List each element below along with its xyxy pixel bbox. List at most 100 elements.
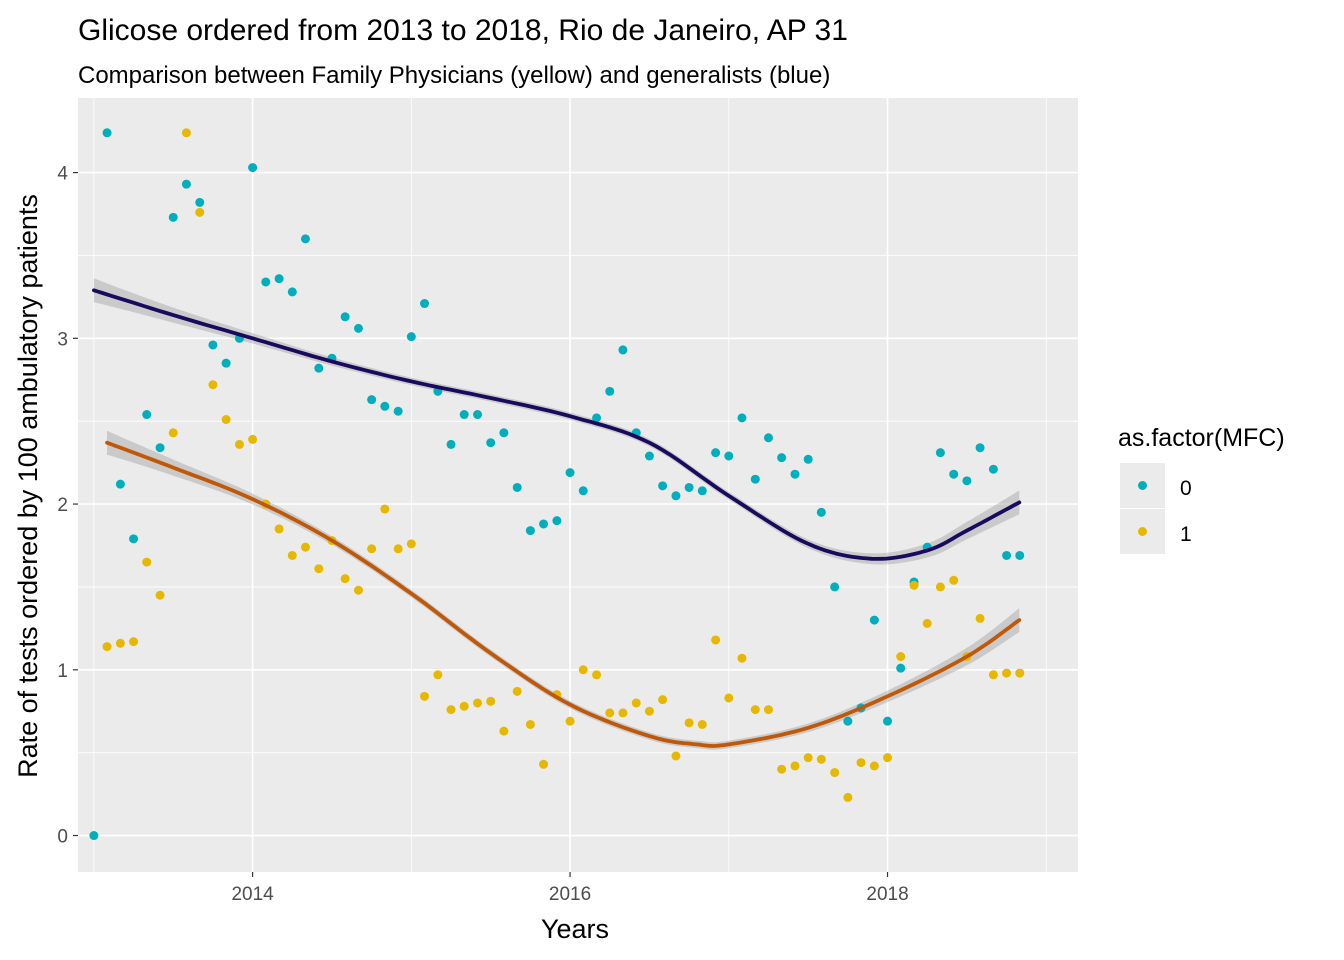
chart-subtitle: Comparison between Family Physicians (ye… <box>78 62 830 89</box>
data-point <box>1015 550 1025 560</box>
data-point <box>393 406 403 416</box>
data-point <box>565 716 575 726</box>
y-tick-label: 0 <box>57 827 68 848</box>
data-point <box>168 212 178 222</box>
data-point <box>129 637 139 647</box>
y-tick-label: 2 <box>57 495 68 516</box>
data-point <box>962 476 972 486</box>
data-point <box>433 670 443 680</box>
data-point <box>883 716 893 726</box>
data-point <box>181 179 191 189</box>
data-point <box>975 613 985 623</box>
data-point <box>525 526 535 536</box>
data-point <box>644 451 654 461</box>
data-point <box>988 464 998 474</box>
data-point <box>499 428 509 438</box>
data-point <box>724 693 734 703</box>
data-point <box>592 670 602 680</box>
data-point <box>1015 668 1025 678</box>
data-point <box>724 451 734 461</box>
legend: as.factor(MFC) 0 1 <box>1118 424 1285 554</box>
data-point <box>856 758 866 768</box>
data-point <box>896 663 906 673</box>
data-point <box>420 299 430 309</box>
data-point <box>539 759 549 769</box>
data-point <box>102 642 112 652</box>
data-point <box>883 753 893 763</box>
data-point <box>512 482 522 492</box>
legend-swatch-0 <box>1138 481 1147 490</box>
data-point <box>353 585 363 595</box>
data-point <box>790 761 800 771</box>
legend-title: as.factor(MFC) <box>1118 424 1285 452</box>
data-point <box>367 544 377 554</box>
data-point <box>684 482 694 492</box>
data-point <box>129 534 139 544</box>
data-point <box>644 706 654 716</box>
data-point <box>300 542 310 552</box>
data-point <box>168 428 178 438</box>
data-point <box>816 754 826 764</box>
data-point <box>711 635 721 645</box>
data-point <box>737 413 747 423</box>
smooth-line <box>92 288 1022 561</box>
plot-panel <box>78 98 1078 872</box>
y-axis-ticks: 0 1 2 3 4 <box>57 164 78 848</box>
x-tick-label: 2016 <box>549 884 591 905</box>
data-point <box>803 454 813 464</box>
data-point <box>473 410 483 420</box>
data-point <box>155 590 165 600</box>
data-point <box>763 433 773 443</box>
x-axis-ticks: 2014 2016 2018 <box>231 872 909 905</box>
data-point <box>988 670 998 680</box>
data-point <box>1002 550 1012 560</box>
data-point <box>367 395 377 405</box>
data-point <box>261 277 271 287</box>
data-point <box>340 574 350 584</box>
data-point <box>459 701 469 711</box>
data-point <box>248 434 258 444</box>
data-point <box>102 128 112 138</box>
legend-label-1: 1 <box>1180 523 1192 546</box>
data-point <box>618 345 628 355</box>
data-point <box>711 448 721 458</box>
data-point <box>750 705 760 715</box>
legend-label-0: 0 <box>1180 477 1192 500</box>
data-point <box>155 443 165 453</box>
data-point <box>658 481 668 491</box>
y-axis-label: Rate of tests ordered by 100 ambulatory … <box>13 194 43 778</box>
data-point <box>750 474 760 484</box>
data-point <box>181 128 191 138</box>
data-point <box>697 486 707 496</box>
data-point <box>115 638 125 648</box>
data-point <box>830 768 840 778</box>
data-point <box>777 453 787 463</box>
data-point <box>578 486 588 496</box>
data-point <box>763 705 773 715</box>
data-point <box>935 582 945 592</box>
data-point <box>658 695 668 705</box>
data-point <box>142 410 152 420</box>
data-point <box>671 751 681 761</box>
data-point <box>208 380 218 390</box>
data-point <box>142 557 152 567</box>
data-point <box>314 564 324 574</box>
data-point <box>248 163 258 173</box>
data-point <box>459 410 469 420</box>
y-tick-label: 4 <box>57 164 68 185</box>
data-point <box>790 469 800 479</box>
chart-title: Glicose ordered from 2013 to 2018, Rio d… <box>78 14 848 47</box>
data-point <box>195 197 205 207</box>
data-point <box>869 615 879 625</box>
data-point <box>737 653 747 663</box>
data-point <box>578 665 588 675</box>
data-point <box>89 831 99 841</box>
data-point <box>420 691 430 701</box>
data-point <box>552 516 562 526</box>
data-point <box>830 582 840 592</box>
data-point <box>221 358 231 368</box>
smooth-line <box>105 440 1022 748</box>
data-point <box>393 544 403 554</box>
data-point <box>446 439 456 449</box>
